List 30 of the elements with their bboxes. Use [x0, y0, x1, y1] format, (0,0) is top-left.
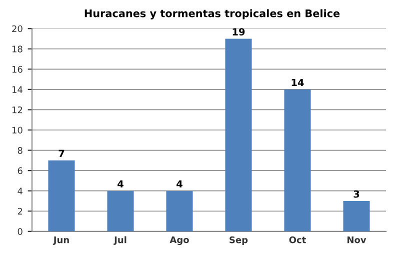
y-tick-label: 14 [12, 86, 22, 93]
y-tick-label: 6 [18, 167, 22, 174]
data-label: 3 [354, 190, 360, 198]
bar [166, 190, 193, 232]
data-label: 4 [118, 180, 124, 188]
bar [225, 38, 252, 232]
chart-title: Huracanes y tormentas tropicales en Belice [84, 9, 340, 20]
data-label: 7 [58, 150, 64, 158]
x-tick-label: Jun [52, 236, 69, 245]
x-tick-label: Ago [170, 236, 189, 245]
x-tick-label: Sep [230, 236, 248, 245]
y-tick-label: 2 [18, 208, 22, 215]
data-label: 4 [176, 180, 182, 188]
bar [284, 89, 311, 232]
y-tick-label: 4 [18, 188, 22, 194]
bar [107, 190, 134, 232]
y-tick-label: 20 [12, 25, 22, 32]
y-tick-label: 12 [12, 106, 22, 114]
y-tick-label: 16 [12, 66, 22, 73]
x-tick-label: Oct [289, 236, 306, 244]
y-tick-label: 0 [18, 228, 22, 235]
x-tick-label: Nov [348, 236, 366, 244]
y-tick-label: 10 [12, 126, 22, 134]
data-label: 19 [232, 28, 245, 36]
y-tick-label: 8 [18, 147, 22, 154]
bar [343, 200, 370, 232]
data-label: 14 [292, 78, 304, 86]
y-tick-label: 18 [12, 46, 22, 52]
bar [48, 160, 75, 232]
x-tick-label: Jul [114, 236, 126, 245]
